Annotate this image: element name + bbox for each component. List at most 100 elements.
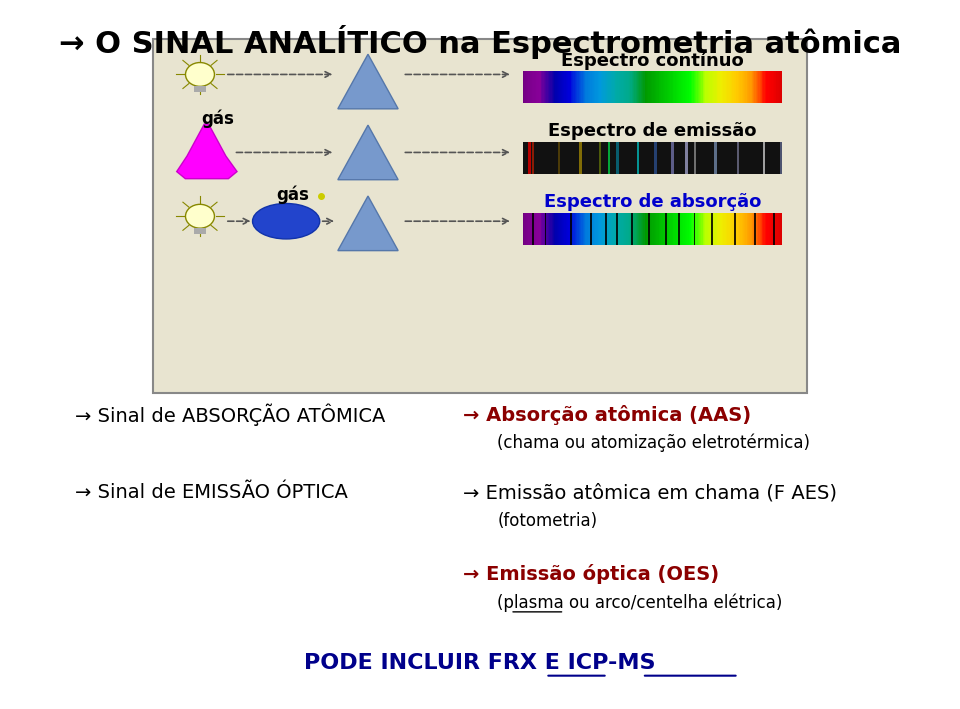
Bar: [576, 71, 578, 103]
Bar: [584, 213, 586, 245]
Bar: [579, 71, 581, 103]
Bar: [690, 71, 692, 103]
Bar: [676, 213, 678, 245]
Bar: [672, 213, 674, 245]
Bar: [531, 213, 533, 245]
Bar: [535, 213, 537, 245]
Bar: [684, 213, 685, 245]
Bar: [579, 213, 581, 245]
Bar: [708, 71, 710, 103]
Bar: [659, 213, 660, 245]
Bar: [759, 71, 761, 103]
Bar: [771, 213, 774, 245]
Bar: [572, 213, 574, 245]
Bar: [624, 213, 626, 245]
Bar: [735, 213, 737, 245]
Bar: [633, 213, 636, 245]
Bar: [585, 71, 588, 103]
Bar: [611, 213, 613, 245]
Bar: [759, 213, 761, 245]
Bar: [762, 142, 765, 174]
Bar: [629, 71, 632, 103]
Bar: [669, 71, 671, 103]
Bar: [761, 71, 763, 103]
Bar: [671, 142, 674, 174]
Bar: [694, 213, 696, 245]
Bar: [588, 213, 589, 245]
Bar: [650, 213, 652, 245]
Bar: [665, 213, 667, 245]
Bar: [639, 71, 641, 103]
Bar: [668, 213, 670, 245]
Bar: [726, 71, 728, 103]
Bar: [550, 213, 552, 245]
Bar: [740, 213, 742, 245]
Bar: [692, 71, 694, 103]
Bar: [538, 71, 540, 103]
Bar: [717, 71, 719, 103]
Bar: [551, 213, 554, 245]
Bar: [734, 213, 736, 245]
Bar: [714, 213, 716, 245]
Bar: [654, 142, 657, 174]
Text: → Emissão atômica em chama (F AES): → Emissão atômica em chama (F AES): [463, 484, 837, 502]
Bar: [524, 213, 526, 245]
Bar: [526, 71, 528, 103]
Bar: [653, 71, 655, 103]
Text: PODE INCLUIR FRX E ICP-MS: PODE INCLUIR FRX E ICP-MS: [304, 653, 656, 673]
Bar: [651, 213, 653, 245]
Bar: [595, 71, 598, 103]
Bar: [725, 213, 727, 245]
Bar: [673, 213, 675, 245]
Bar: [547, 213, 550, 245]
Bar: [736, 71, 738, 103]
Bar: [571, 213, 573, 245]
Bar: [616, 142, 619, 174]
Bar: [735, 71, 737, 103]
Bar: [625, 213, 627, 245]
Bar: [624, 71, 626, 103]
Bar: [698, 213, 700, 245]
Bar: [732, 213, 733, 245]
Bar: [739, 71, 741, 103]
Bar: [636, 213, 639, 245]
Bar: [732, 213, 734, 245]
Bar: [547, 71, 550, 103]
Bar: [554, 71, 556, 103]
Bar: [581, 213, 584, 245]
Bar: [684, 71, 685, 103]
Bar: [530, 71, 532, 103]
Bar: [762, 71, 764, 103]
Bar: [633, 71, 636, 103]
Bar: [726, 213, 728, 245]
Bar: [539, 71, 540, 103]
Bar: [687, 213, 689, 245]
Bar: [773, 71, 775, 103]
Bar: [763, 213, 766, 245]
Bar: [614, 71, 617, 103]
Bar: [779, 71, 781, 103]
Bar: [567, 213, 569, 245]
Bar: [646, 213, 648, 245]
Bar: [560, 71, 562, 103]
Bar: [589, 213, 591, 245]
Text: (plasma ou arco/centelha elétrica): (plasma ou arco/centelha elétrica): [497, 593, 782, 612]
Bar: [635, 71, 636, 103]
Bar: [593, 71, 595, 103]
Bar: [635, 213, 636, 245]
Bar: [729, 213, 731, 245]
Bar: [575, 213, 577, 245]
Bar: [540, 213, 542, 245]
Bar: [673, 71, 675, 103]
Bar: [619, 213, 621, 245]
Bar: [729, 71, 731, 103]
Bar: [665, 213, 667, 245]
Bar: [584, 71, 586, 103]
Bar: [599, 142, 602, 174]
Bar: [541, 213, 543, 245]
Bar: [528, 213, 531, 245]
Bar: [638, 213, 640, 245]
Bar: [595, 213, 598, 245]
Bar: [660, 71, 662, 103]
Bar: [613, 213, 615, 245]
